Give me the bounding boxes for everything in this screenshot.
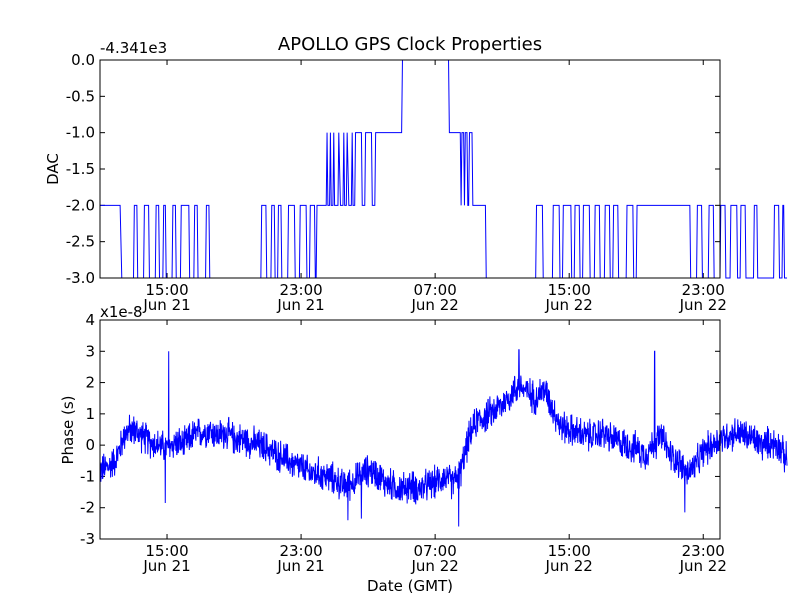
- dac-xtick-label-date: Jun 21: [276, 296, 324, 314]
- phase-ylabel: Phase (s): [59, 395, 77, 464]
- phase-xtick-label-date: Jun 21: [276, 557, 324, 575]
- phase-xtick-label-time: 23:00: [682, 542, 725, 560]
- phase-offset-text: x1e-8: [100, 303, 143, 321]
- phase-axes-frame: [99, 319, 721, 540]
- dac-xtick-label-time: 15:00: [548, 281, 591, 299]
- dac-ytick-label: 0.0: [71, 51, 95, 69]
- dac-ytick-label: -3.0: [66, 269, 95, 287]
- dac-xtick-label-date: Jun 21: [142, 296, 190, 314]
- dac-axes-background: [100, 60, 720, 278]
- dac-xtick-label-time: 23:00: [279, 281, 322, 299]
- phase-xtick-label-time: 23:00: [279, 542, 322, 560]
- phase-xlabel: Date (GMT): [367, 577, 453, 595]
- dac-offset-text: -4.341e3: [100, 39, 167, 57]
- dac-xtick-label-date: Jun 22: [679, 296, 727, 314]
- phase-series-line: [99, 349, 788, 527]
- phase-ytick-label: -2: [80, 499, 95, 517]
- phase-ytick-label: 3: [85, 342, 95, 360]
- dac-xtick-label-time: 07:00: [414, 281, 457, 299]
- phase-ytick-label: 1: [85, 405, 95, 423]
- dac-ylabel: DAC: [44, 153, 62, 185]
- dac-ytick-label: -1.5: [66, 160, 95, 178]
- dac-xtick-label-time: 15:00: [145, 281, 188, 299]
- phase-xtick-label-date: Jun 22: [679, 557, 727, 575]
- dac-xtick-label-date: Jun 22: [410, 296, 458, 314]
- phase-xtick-label-date: Jun 21: [142, 557, 190, 575]
- dac-xtick-label-time: 23:00: [682, 281, 725, 299]
- phase-xtick-label-date: Jun 22: [545, 557, 593, 575]
- phase-xtick-label-date: Jun 22: [410, 557, 458, 575]
- dac-axes-frame: [99, 59, 721, 279]
- dac-ytick-label: -1.0: [66, 124, 95, 142]
- phase-ytick-label: 2: [85, 374, 95, 392]
- dac-xtick-label-date: Jun 22: [545, 296, 593, 314]
- phase-xtick-label-time: 07:00: [414, 542, 457, 560]
- phase-ytick-label: -3: [80, 530, 95, 548]
- dac-ytick-label: -0.5: [66, 87, 95, 105]
- dac-ytick-label: -2.0: [66, 196, 95, 214]
- phase-ytick-label: 4: [85, 311, 95, 329]
- phase-axes-background: [100, 320, 720, 539]
- figure-title: APOLLO GPS Clock Properties: [278, 34, 542, 55]
- phase-xtick-label-time: 15:00: [548, 542, 591, 560]
- phase-ytick-label: 0: [85, 436, 95, 454]
- phase-ytick-label: -1: [80, 467, 95, 485]
- phase-xtick-label-time: 15:00: [145, 542, 188, 560]
- dac-ytick-label: -2.5: [66, 233, 95, 251]
